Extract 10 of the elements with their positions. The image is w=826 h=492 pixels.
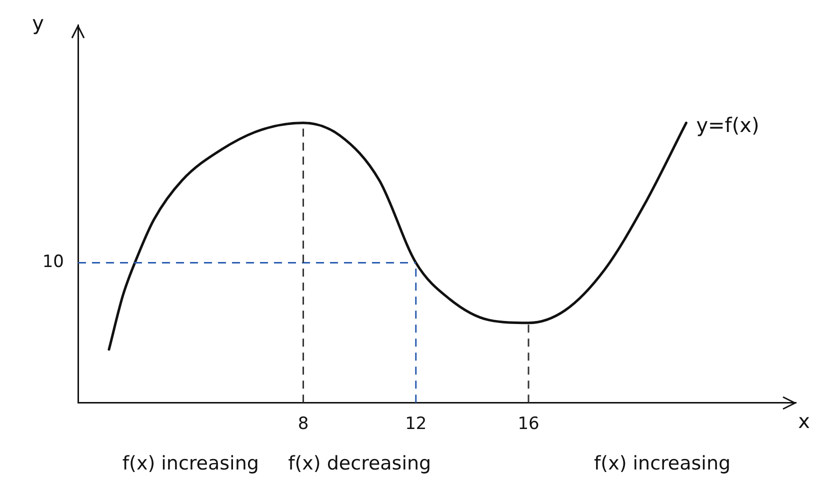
series-label: y=f(x) bbox=[696, 113, 760, 138]
text: f(x) decreasing bbox=[288, 452, 432, 475]
y-axis-title: y bbox=[32, 11, 44, 36]
x-tick-label: 16 bbox=[518, 414, 540, 434]
x-axis-title: x bbox=[798, 408, 810, 433]
text: 10 bbox=[42, 252, 64, 272]
text: f(x) increasing bbox=[594, 452, 731, 475]
x-tick-label: 8 bbox=[298, 414, 309, 434]
text: f(x) increasing bbox=[122, 452, 259, 475]
x-tick-label: 12 bbox=[405, 414, 427, 434]
